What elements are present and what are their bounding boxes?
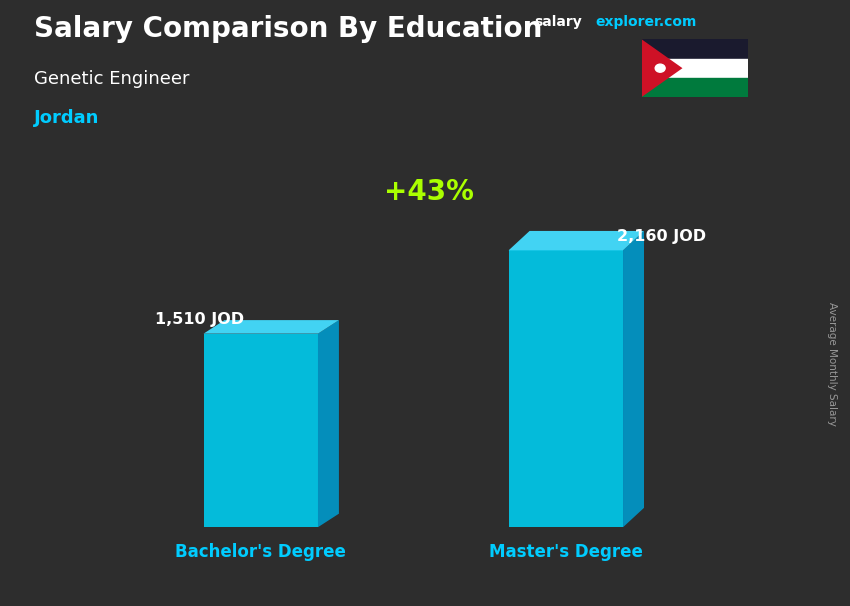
Polygon shape — [508, 250, 623, 527]
Polygon shape — [203, 320, 339, 334]
Circle shape — [655, 64, 665, 72]
Text: Master's Degree: Master's Degree — [489, 542, 643, 561]
Text: 1,510 JOD: 1,510 JOD — [156, 312, 244, 327]
Polygon shape — [203, 334, 318, 527]
Text: salary: salary — [534, 15, 581, 29]
Polygon shape — [642, 39, 683, 97]
Text: 2,160 JOD: 2,160 JOD — [616, 229, 706, 244]
Bar — [642, 39, 748, 59]
Text: Average Monthly Salary: Average Monthly Salary — [827, 302, 837, 425]
Bar — [642, 59, 748, 78]
Text: Genetic Engineer: Genetic Engineer — [34, 70, 190, 88]
Text: Salary Comparison By Education: Salary Comparison By Education — [34, 15, 542, 43]
Polygon shape — [318, 320, 339, 527]
Polygon shape — [623, 231, 644, 527]
Text: Bachelor's Degree: Bachelor's Degree — [175, 542, 346, 561]
Bar — [642, 78, 748, 97]
Text: +43%: +43% — [383, 178, 473, 205]
Polygon shape — [508, 231, 644, 250]
Text: explorer.com: explorer.com — [595, 15, 696, 29]
Text: Jordan: Jordan — [34, 109, 99, 127]
